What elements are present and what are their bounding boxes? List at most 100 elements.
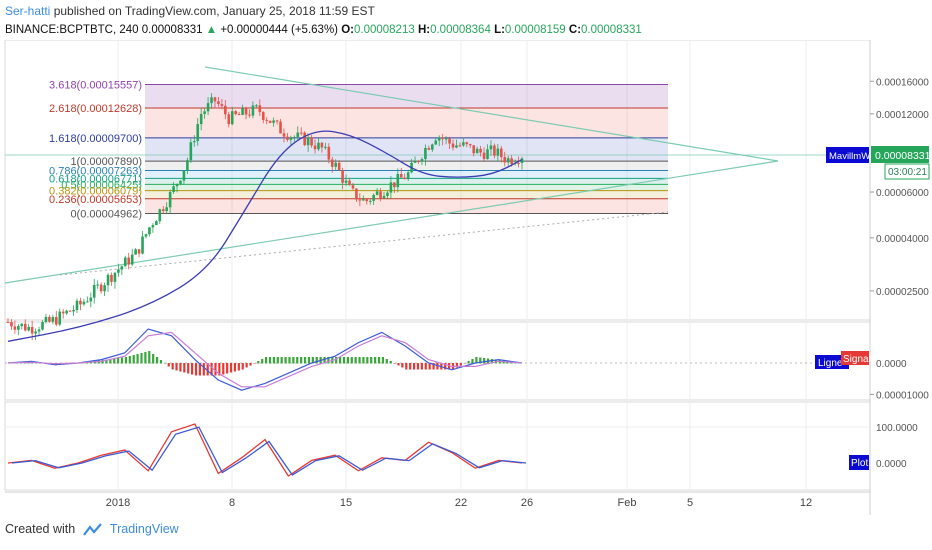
author-link[interactable]: Ser-hatti xyxy=(5,4,51,18)
candle-24 xyxy=(89,297,93,302)
macd-hist-8-0 xyxy=(194,363,198,376)
candle-5 xyxy=(23,323,27,331)
candle-12 xyxy=(48,316,51,322)
candle-26 xyxy=(96,284,99,286)
price-tick-label-4: 0.00002500 xyxy=(876,287,929,298)
candle-116 xyxy=(406,172,410,180)
macd-hist-20-4 xyxy=(490,359,494,364)
candle-69 xyxy=(244,108,248,115)
chart-area[interactable]: 3.618(0.00015557) 2.618(0.00012628) 1.618(… xyxy=(0,40,932,515)
candle-125 xyxy=(437,137,441,141)
high-label: H: xyxy=(417,24,431,36)
macd-hist-7-2 xyxy=(179,363,182,372)
fib-band-5 xyxy=(145,178,668,185)
macd-hist-9-4 xyxy=(233,363,237,372)
fib-label-8: 0.236(0.00005653) xyxy=(49,194,142,206)
candle-86 xyxy=(303,132,306,146)
ma-label-text: MavillmW xyxy=(829,151,870,162)
x-tick-6: 5 xyxy=(687,497,693,509)
stoch-legend-plot: Plot xyxy=(851,458,868,469)
fib-band-1 xyxy=(145,108,668,138)
candle-32 xyxy=(117,269,120,273)
macd-hist-5-1 xyxy=(128,356,131,364)
candle-146 xyxy=(510,158,513,164)
candle-53 xyxy=(189,142,193,161)
candle-127 xyxy=(444,138,448,140)
candle-73 xyxy=(258,105,262,113)
macd-hist-13-1 xyxy=(315,357,318,364)
candle-19 xyxy=(72,309,75,312)
macd-hist-7-4 xyxy=(187,363,190,374)
tradingview-logo-icon xyxy=(82,522,102,536)
macd-hist-11-1 xyxy=(268,357,272,364)
candle-62 xyxy=(220,104,224,106)
x-tick-3: 22 xyxy=(455,497,467,509)
price-tick-label-1: 0.00012000 xyxy=(876,110,929,121)
candle-18 xyxy=(68,310,72,312)
macd-hist-18-5 xyxy=(448,363,451,370)
candle-124 xyxy=(434,140,438,145)
candle-82 xyxy=(289,137,293,140)
candle-144 xyxy=(503,157,507,163)
macd-legend-ligne-box xyxy=(815,355,849,369)
macd-hist-16-1 xyxy=(385,359,388,364)
price-scale-bg xyxy=(870,40,932,515)
macd-hist-16-5 xyxy=(401,363,404,368)
macd-hist-7-1 xyxy=(175,363,178,371)
candle-70 xyxy=(248,114,251,116)
price-tick-label-3: 0.00004000 xyxy=(876,234,929,245)
macd-hist-18-0 xyxy=(428,363,431,370)
candle-37 xyxy=(134,249,137,255)
macd-hist-18-4 xyxy=(444,363,447,370)
candle-149 xyxy=(520,158,524,164)
candle-65 xyxy=(230,111,234,125)
candle-49 xyxy=(175,183,179,187)
stoch-tick-0: 0.0000 xyxy=(876,459,907,470)
candle-87 xyxy=(306,137,310,146)
last-price-badge xyxy=(871,146,929,163)
fib-label-7: 0.382(0.00006079) xyxy=(49,186,142,198)
publish-info: Ser-hatti published on TradingView.com, … xyxy=(5,4,375,18)
candle-6 xyxy=(27,326,30,331)
candle-39 xyxy=(141,236,144,254)
candle-133 xyxy=(465,142,469,145)
macd-hist-4-5 xyxy=(120,357,124,364)
macd-hist-20-2 xyxy=(483,358,486,364)
price-tick-label-5: 0.00001000 xyxy=(876,390,929,401)
fib-label-3: 1(0.00007890) xyxy=(70,156,142,168)
macd-hist-17-5 xyxy=(424,363,427,370)
candle-102 xyxy=(358,199,362,201)
candle-51 xyxy=(182,170,186,181)
macd-hist-10-1 xyxy=(245,363,248,368)
macd-hist-17-0 xyxy=(405,363,408,370)
macd-hist-14-1 xyxy=(338,357,342,364)
x-tick-7: 12 xyxy=(800,497,812,509)
ma-label-box xyxy=(826,147,869,163)
candle-3 xyxy=(17,326,20,330)
macd-hist-14-5 xyxy=(354,357,357,364)
macd-hist-7-5 xyxy=(191,363,194,375)
tradingview-brand[interactable]: TradingView xyxy=(109,522,179,536)
macd-hist-9-2 xyxy=(226,363,229,374)
candle-110 xyxy=(386,192,389,196)
macd-hist-17-3 xyxy=(416,363,420,370)
candle-46 xyxy=(165,207,168,212)
candle-128 xyxy=(448,138,451,144)
macd-hist-4-3 xyxy=(113,358,116,364)
candle-148 xyxy=(517,162,520,164)
candle-113 xyxy=(396,173,400,188)
macd-hist-15-3 xyxy=(370,357,373,364)
macd-hist-19-2 xyxy=(459,363,462,366)
created-with-text: Created with xyxy=(5,522,76,536)
candle-66 xyxy=(234,111,237,115)
fib-label-6: 0.5(0.00006425) xyxy=(61,179,142,191)
macd-hist-5-0 xyxy=(124,357,128,364)
candle-90 xyxy=(317,142,320,150)
macd-hist-16-3 xyxy=(393,363,396,364)
stoch-line-blue xyxy=(11,426,527,476)
candle-71 xyxy=(251,105,255,116)
candle-44 xyxy=(158,209,162,222)
macd-hist-13-0 xyxy=(311,357,314,364)
fib-label-0: 3.618(0.00015557) xyxy=(49,79,142,91)
macd-hist-9-3 xyxy=(229,363,233,373)
